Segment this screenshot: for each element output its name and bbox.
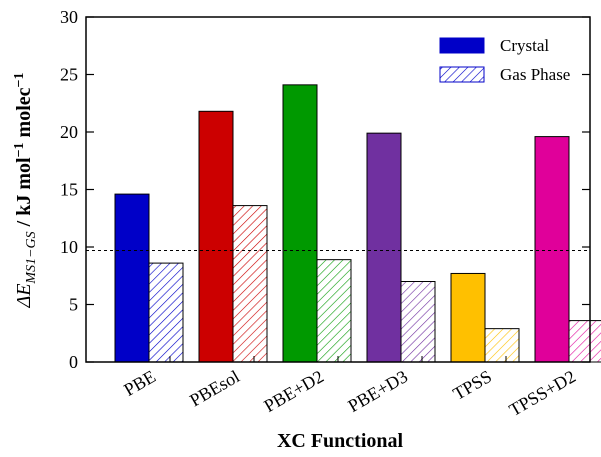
x-axis-labels: PBE PBEsol PBE+D2 PBE+D3 TPSS TPSS+D2 [120,356,579,420]
legend: Crystal Gas Phase [439,36,570,84]
bar-gas-phase-pbesol [232,205,268,363]
bar-crystal-pbe-plus-d3 [366,132,402,363]
y-axis-title-sup1: −1 [12,142,27,157]
x-tick-label: TPSS+D2 [506,366,579,420]
x-axis-title: XC Functional [277,430,404,452]
bar-crystal-pbe-plus-d2 [282,84,318,363]
bar-gas-phase-pbe [148,262,184,363]
bar-gas-phase-tpss [484,328,520,363]
y-axis-ticks: 0 5 10 15 20 25 30 [60,7,590,372]
bar-gas-phase-pbe-plus-d3 [400,281,436,363]
y-tick-label: 30 [60,7,78,27]
legend-swatch-crystal [439,37,485,54]
y-axis-title: ΔEMS1−GS / kJ mol−1 molec−1 [12,72,39,308]
y-tick-label: 15 [60,180,78,200]
bar-crystal-pbesol [198,110,234,363]
legend-label-crystal: Crystal [500,36,549,55]
bar-gas-phase-tpss-plus-d2 [568,320,601,363]
x-tick-label: TPSS [449,366,495,404]
y-axis-title-unit2: molec [13,87,35,142]
legend-swatch-gas-phase [439,66,485,83]
x-tick-label: PBE+D2 [261,366,327,416]
bar-crystal-tpss-plus-d2 [534,136,570,363]
y-axis-title-unit: / kJ mol [13,157,35,231]
y-tick-label: 20 [60,122,78,142]
y-axis-title-sup2: −1 [12,72,27,87]
x-tick-label: PBE+D3 [345,366,411,416]
bar-crystal-pbe [114,193,150,363]
x-tick-label: PBEsol [186,366,243,410]
legend-label-gas-phase: Gas Phase [500,65,570,84]
y-tick-label: 5 [69,295,78,315]
y-tick-label: 0 [69,352,78,372]
bars-group [114,84,601,363]
y-axis-title-subscript: MS1−GS [24,231,39,284]
x-tick-label: PBE [120,366,159,400]
bar-gas-phase-pbe-plus-d2 [316,259,352,363]
y-tick-label: 10 [60,237,78,257]
y-axis-title-prefix: ΔE [13,284,35,309]
y-tick-label: 25 [60,65,78,85]
bar-crystal-tpss [450,272,486,363]
